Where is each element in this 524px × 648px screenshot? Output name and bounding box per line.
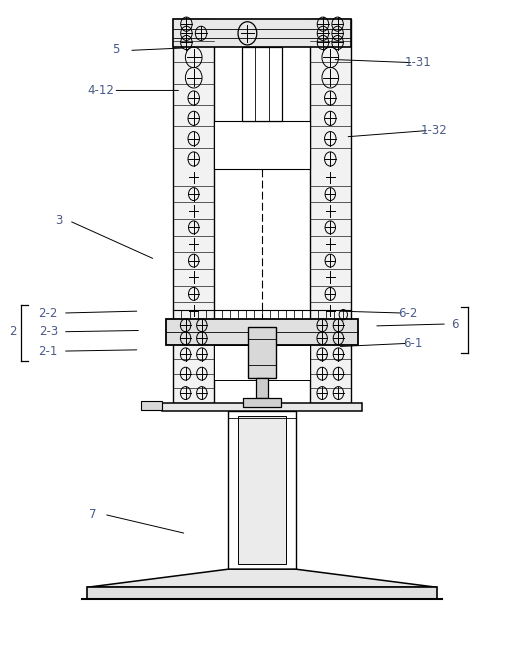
Bar xyxy=(162,402,362,411)
Bar xyxy=(173,19,214,402)
Text: 2-3: 2-3 xyxy=(39,325,58,338)
Bar xyxy=(88,587,436,599)
Bar xyxy=(173,19,351,47)
Bar xyxy=(242,47,282,121)
Bar xyxy=(310,19,351,402)
Text: 1-31: 1-31 xyxy=(405,56,432,69)
Text: 4-12: 4-12 xyxy=(87,84,114,97)
Bar xyxy=(214,121,310,169)
Text: 2-1: 2-1 xyxy=(39,345,58,358)
Polygon shape xyxy=(88,569,436,587)
Bar xyxy=(256,378,268,398)
Text: 3: 3 xyxy=(55,214,62,227)
Bar xyxy=(237,416,287,564)
Bar xyxy=(214,345,310,380)
Text: 6-1: 6-1 xyxy=(403,337,423,350)
Text: 6-2: 6-2 xyxy=(398,307,418,319)
Bar xyxy=(228,411,296,569)
Text: 7: 7 xyxy=(89,508,96,521)
Bar xyxy=(243,398,281,406)
Bar xyxy=(248,327,276,378)
Text: 2-2: 2-2 xyxy=(39,307,58,319)
Text: 5: 5 xyxy=(112,43,120,56)
Bar xyxy=(166,319,358,345)
Bar xyxy=(141,400,162,410)
Text: 6: 6 xyxy=(451,318,458,330)
Text: 2: 2 xyxy=(9,325,17,338)
Text: 1-32: 1-32 xyxy=(421,124,447,137)
